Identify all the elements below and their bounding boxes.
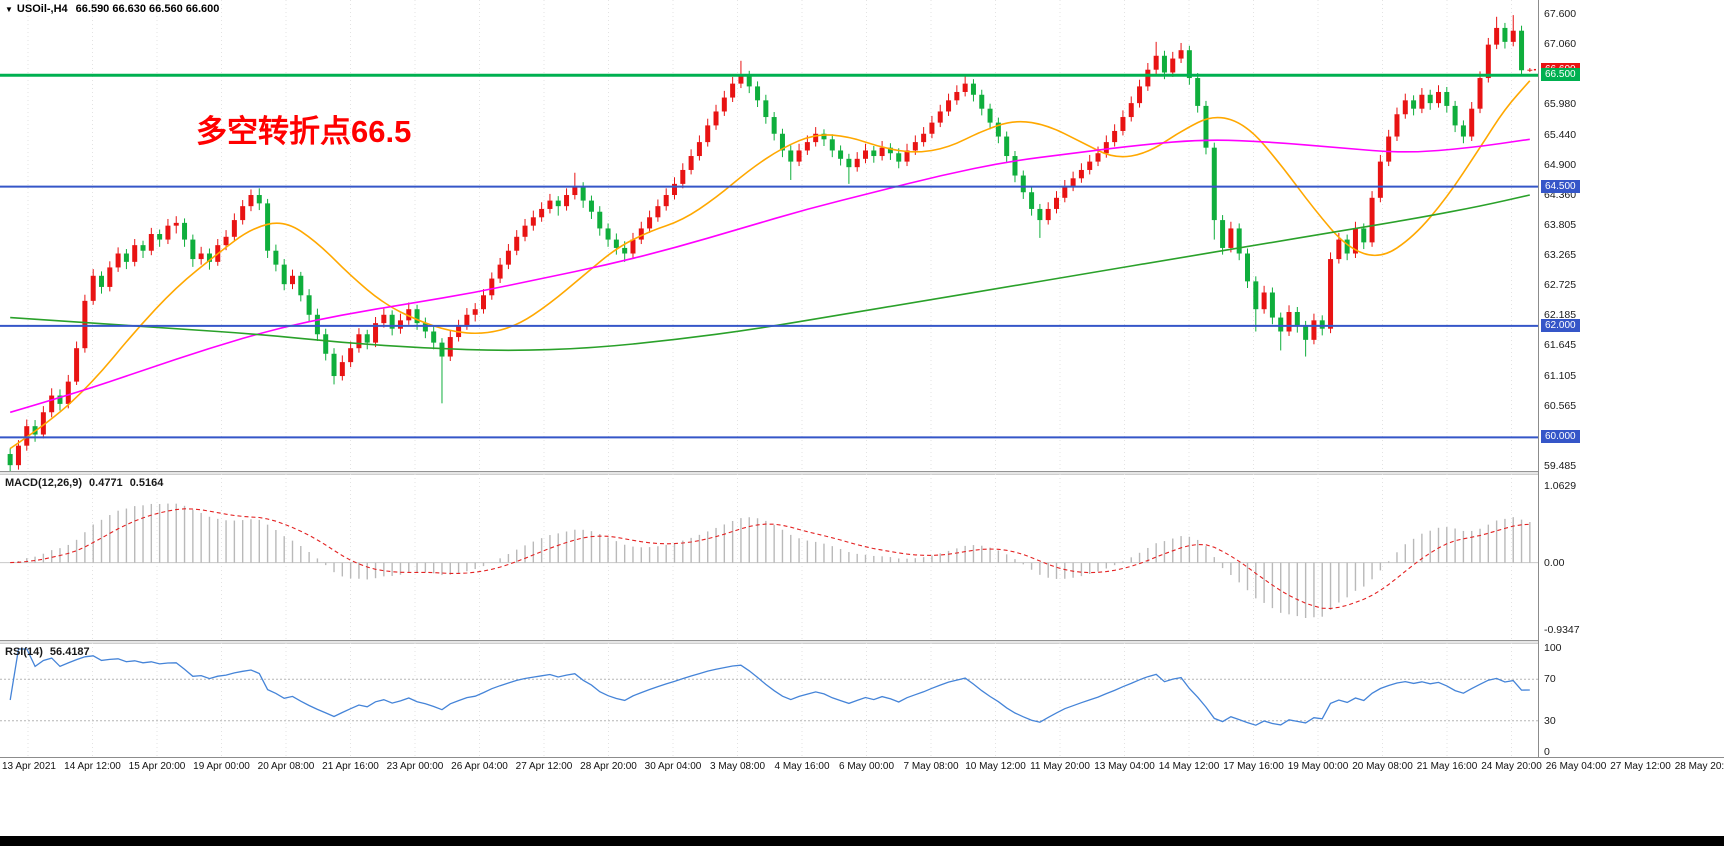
panel-separator[interactable] xyxy=(0,640,1724,644)
time-axis-label: 4 May 16:00 xyxy=(774,761,830,772)
time-axis[interactable]: 13 Apr 2021 14 Apr 12:00 15 Apr 20:00 19 Ap… xyxy=(0,758,1724,780)
time-axis-label: 15 Apr 20:00 xyxy=(128,761,186,772)
ma-fast-orange xyxy=(9,80,1531,450)
ma-mid-magenta xyxy=(9,138,1530,414)
axis-label: 60.565 xyxy=(1544,399,1577,412)
chart-header: ▼ USOil-,H4 66.590 66.630 66.560 66.600 xyxy=(5,3,219,15)
axis-label: 0.00 xyxy=(1544,556,1565,569)
ma-slow-green xyxy=(10,194,1530,352)
axis-label: 65.980 xyxy=(1544,98,1577,111)
time-axis-label: 26 May 04:00 xyxy=(1545,761,1607,772)
macd-indicator-panel[interactable] xyxy=(0,474,1538,641)
time-axis-label: 23 Apr 00:00 xyxy=(386,761,444,772)
price-tag: 66.500 xyxy=(1541,68,1580,82)
time-axis-label: 13 Apr 2021 xyxy=(2,761,56,772)
time-axis-label: 11 May 20:00 xyxy=(1030,761,1090,772)
rsi-name: RSI(14) xyxy=(5,646,43,658)
rsi-value: 56.4187 xyxy=(49,646,90,658)
axis-label: 61.645 xyxy=(1544,339,1577,352)
axis-label: 63.805 xyxy=(1544,218,1577,231)
price-tag: 64.500 xyxy=(1541,179,1580,193)
ohlc-readout: 66.590 66.630 66.560 66.600 xyxy=(75,3,220,15)
axis-label: 70 xyxy=(1544,673,1556,686)
time-axis-label: 6 May 00:00 xyxy=(838,761,895,772)
time-axis-label: 19 Apr 00:00 xyxy=(193,761,250,772)
time-axis-label: 21 May 16:00 xyxy=(1416,761,1478,772)
axis-label: 62.185 xyxy=(1544,309,1577,322)
time-axis-label: 24 May 20:00 xyxy=(1481,761,1542,772)
main-price-chart[interactable] xyxy=(0,0,1538,472)
time-axis-label: 20 Apr 08:00 xyxy=(257,761,315,772)
time-axis-border xyxy=(0,757,1724,758)
macd-label: MACD(12,26,9) 0.4771 0.5164 xyxy=(5,477,170,489)
time-axis-label: 28 May 20:00 xyxy=(1674,761,1724,772)
macd-main-value: 0.4771 xyxy=(89,477,123,489)
time-axis-label: 27 Apr 12:00 xyxy=(515,761,573,772)
axis-label: 59.485 xyxy=(1544,460,1577,472)
rsi-line xyxy=(9,648,1530,726)
time-axis-label: 10 May 12:00 xyxy=(965,761,1026,772)
axis-label: 0 xyxy=(1544,746,1550,758)
axis-label: 67.600 xyxy=(1544,8,1577,20)
time-axis-label: 20 May 08:00 xyxy=(1352,761,1413,772)
axis-label: 64.900 xyxy=(1544,158,1577,171)
rsi-indicator-panel[interactable] xyxy=(0,643,1538,757)
time-axis-label: 14 Apr 12:00 xyxy=(64,761,121,772)
time-axis-label: 26 Apr 04:00 xyxy=(451,761,508,772)
macd-signal-line xyxy=(10,508,1530,610)
axis-label: 100 xyxy=(1544,642,1562,654)
time-axis-label: 3 May 08:00 xyxy=(709,761,766,772)
price-axis[interactable]: 67.60067.06066.52065.98065.44064.90064.3… xyxy=(1539,0,1724,758)
macd-name: MACD(12,26,9) xyxy=(5,477,83,489)
axis-label: 61.105 xyxy=(1544,369,1577,382)
window-bottom-edge xyxy=(0,836,1724,846)
axis-label: 1.0629 xyxy=(1544,480,1577,492)
symbol-title: USOil-,H4 xyxy=(16,3,68,15)
time-axis-label: 30 Apr 04:00 xyxy=(644,761,702,772)
axis-label: 30 xyxy=(1544,714,1556,727)
symbol-dropdown-icon[interactable]: ▼ xyxy=(5,5,13,14)
axis-label: 63.265 xyxy=(1544,249,1577,262)
time-axis-label: 19 May 00:00 xyxy=(1287,761,1349,772)
time-axis-label: 13 May 04:00 xyxy=(1094,761,1155,772)
price-tag: 62.000 xyxy=(1541,318,1580,332)
time-axis-label: 14 May 12:00 xyxy=(1158,761,1220,772)
macd-signal-value: 0.5164 xyxy=(129,477,164,489)
axis-label: 67.060 xyxy=(1544,38,1577,51)
chart-annotation-text: 多空转折点66.5 xyxy=(196,114,412,149)
axis-label: 62.725 xyxy=(1544,279,1577,292)
time-axis-label: 27 May 12:00 xyxy=(1610,761,1671,772)
axis-label: -0.9347 xyxy=(1544,624,1580,636)
price-tag: 60.000 xyxy=(1541,430,1580,444)
time-axis-label: 17 May 16:00 xyxy=(1223,761,1284,772)
price-axis-border xyxy=(1538,0,1539,757)
rsi-label: RSI(14) 56.4187 xyxy=(5,646,97,658)
axis-label: 65.440 xyxy=(1544,128,1577,141)
time-axis-label: 21 Apr 16:00 xyxy=(322,761,379,772)
time-axis-label: 28 Apr 20:00 xyxy=(580,761,637,772)
time-axis-label: 7 May 08:00 xyxy=(903,761,959,772)
panel-separator[interactable] xyxy=(0,471,1724,475)
